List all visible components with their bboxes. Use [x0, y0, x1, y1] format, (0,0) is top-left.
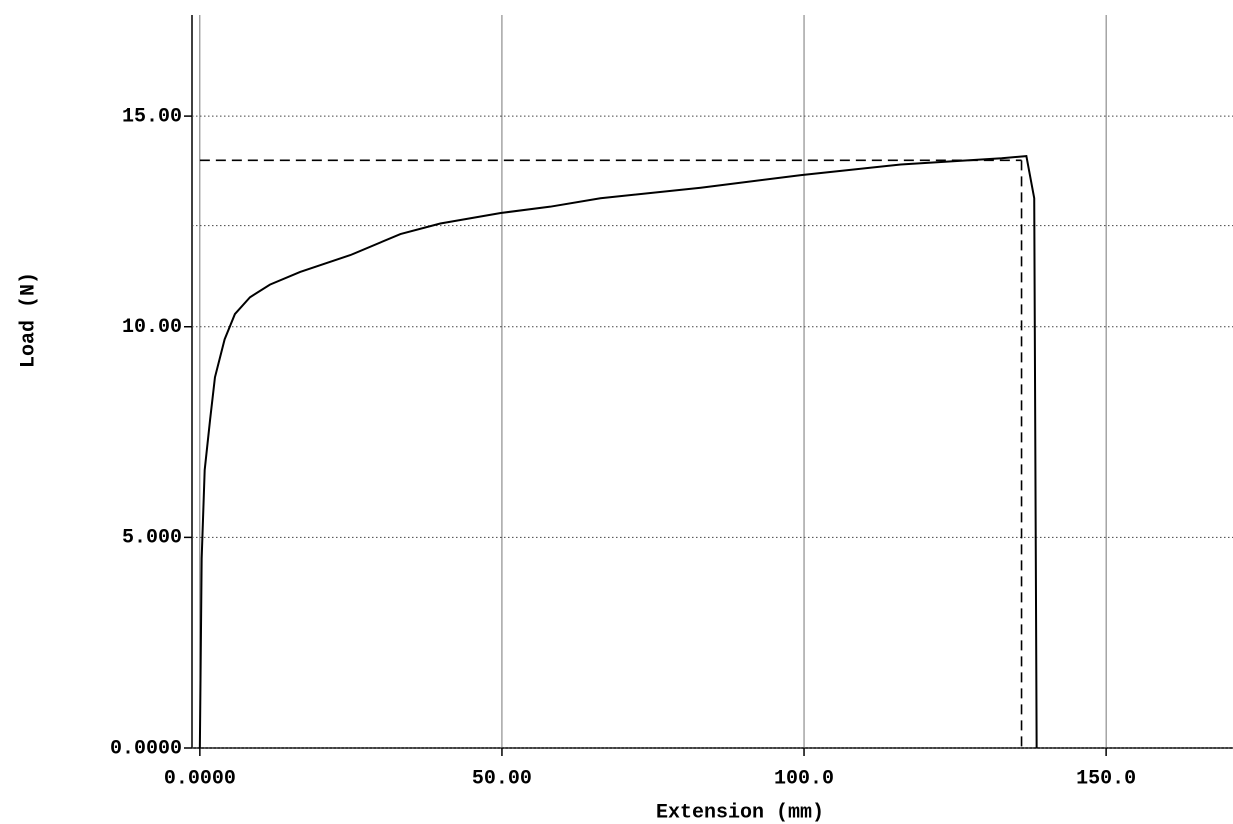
- y-tick-label: 15.00: [122, 105, 182, 128]
- y-axis-label: Load (N): [17, 272, 40, 368]
- x-tick-label: 0.0000: [164, 767, 236, 790]
- y-tick-label: 10.00: [122, 316, 182, 339]
- x-tick-label: 50.00: [472, 767, 532, 790]
- x-tick-label: 150.0: [1076, 767, 1136, 790]
- load-curve: [200, 156, 1037, 748]
- chart: Load (N) Extension (mm) 0.0000 5.000 10.00…: [0, 0, 1233, 824]
- x-tick-label: 100.0: [774, 767, 834, 790]
- x-axis-label: Extension (mm): [656, 801, 824, 824]
- y-tick-label: 0.0000: [110, 737, 182, 760]
- y-tick-label: 5.000: [122, 527, 182, 550]
